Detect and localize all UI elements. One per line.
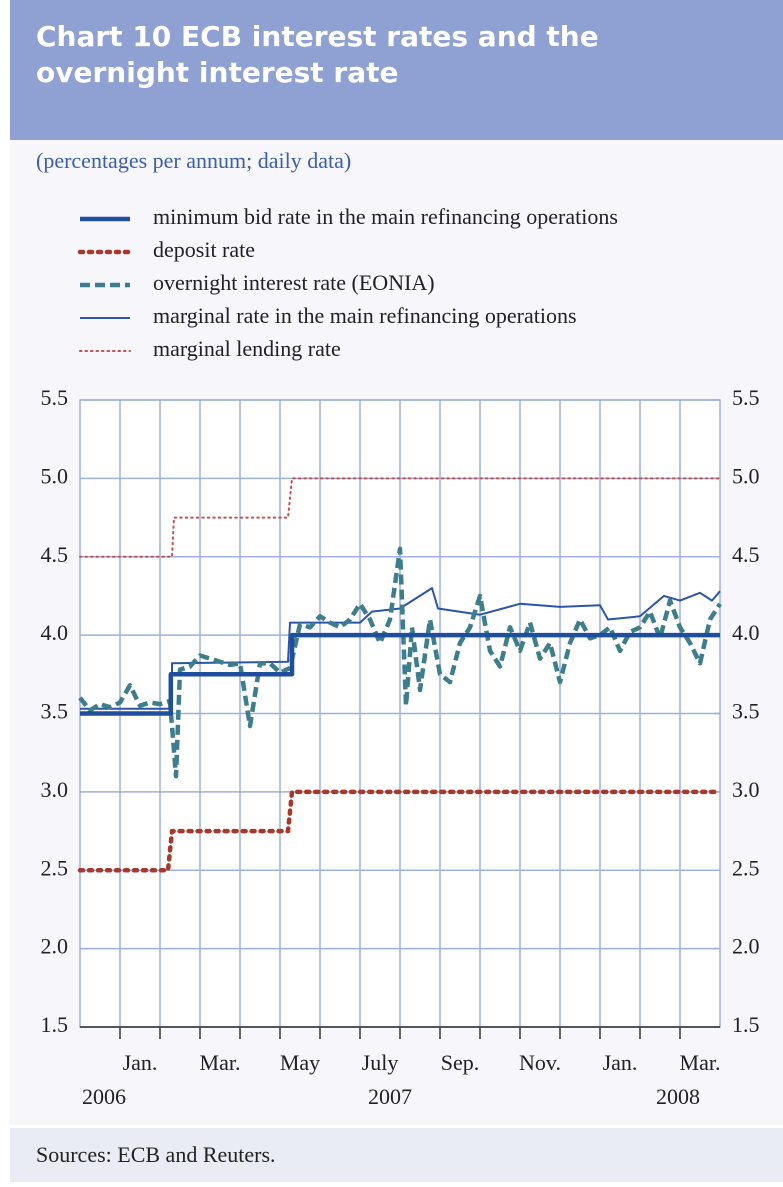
year-label: 2008 — [656, 1084, 700, 1109]
y2-tick-label: 4.5 — [732, 542, 760, 567]
y-tick-label: 5.0 — [41, 463, 69, 488]
y2-tick-label: 4.0 — [732, 620, 760, 645]
y-tick-label: 4.5 — [41, 542, 69, 567]
x-tick-label: Jan. — [123, 1050, 158, 1075]
y-tick-label: 4.0 — [41, 620, 69, 645]
source-note: Sources: ECB and Reuters. — [36, 1142, 276, 1167]
series-line — [77, 789, 723, 873]
x-tick-label: Mar. — [680, 1050, 721, 1075]
y2-tick-label: 3.5 — [732, 699, 760, 724]
series-line — [80, 587, 721, 710]
x-tick-label: Nov. — [519, 1050, 561, 1075]
year-label: 2006 — [82, 1084, 126, 1109]
y-tick-label: 1.5 — [41, 1012, 69, 1037]
x-tick-label: Jan. — [603, 1050, 638, 1075]
x-tick-label: Mar. — [200, 1050, 241, 1075]
chart-title: overnight interest rate — [36, 56, 399, 89]
y2-tick-label: 5.5 — [732, 385, 760, 410]
legend-label: deposit rate — [153, 237, 255, 262]
y-tick-label: 2.0 — [41, 934, 69, 959]
legend-label: marginal lending rate — [153, 336, 341, 361]
legend-label: marginal rate in the main refinancing op… — [153, 303, 577, 328]
y-tick-label: 3.0 — [41, 777, 69, 802]
series-line — [78, 546, 722, 779]
x-tick-label: Sep. — [441, 1050, 480, 1075]
year-label: 2007 — [368, 1084, 412, 1109]
y-tick-label: 3.5 — [41, 699, 69, 724]
y-tick-label: 2.5 — [41, 855, 69, 880]
subtitle: (percentages per annum; daily data) — [36, 148, 351, 173]
y-tick-label: 5.5 — [41, 385, 69, 410]
legend-label: minimum bid rate in the main refinancing… — [153, 204, 618, 229]
y2-tick-label: 1.5 — [732, 1012, 760, 1037]
y2-tick-label: 5.0 — [732, 463, 760, 488]
x-tick-label: July — [362, 1050, 399, 1075]
series-line — [79, 477, 721, 558]
y2-tick-label: 2.5 — [732, 855, 760, 880]
y2-tick-label: 3.0 — [732, 777, 760, 802]
y2-tick-label: 2.0 — [732, 934, 760, 959]
chart-title: Chart 10 ECB interest rates and the — [36, 20, 599, 53]
series-line — [80, 632, 720, 716]
footer-band — [10, 1128, 783, 1182]
header-band — [10, 0, 783, 140]
x-tick-label: May — [280, 1050, 320, 1075]
legend-label: overnight interest rate (EONIA) — [153, 270, 435, 295]
